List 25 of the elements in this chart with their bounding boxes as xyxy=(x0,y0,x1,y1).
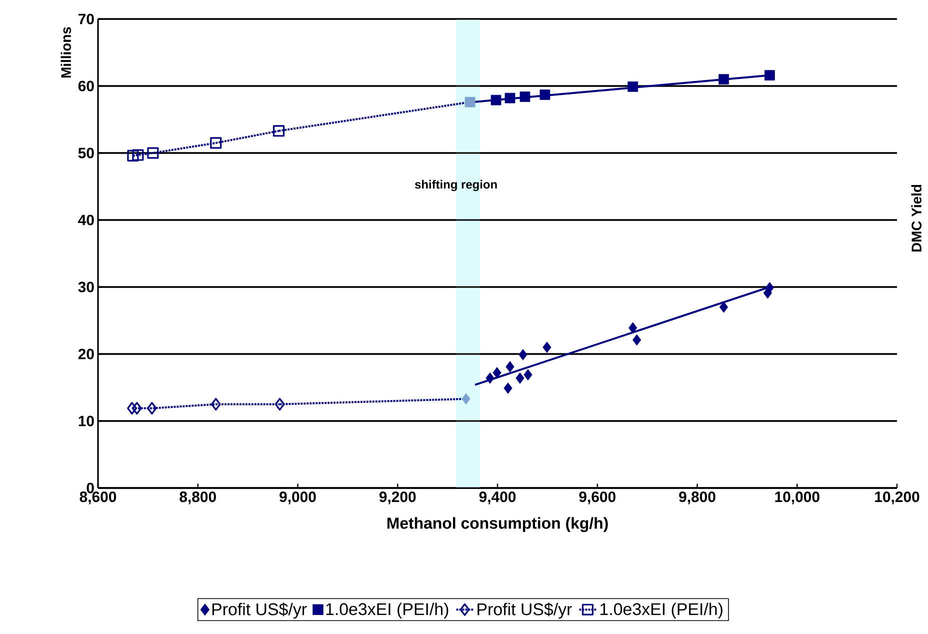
y-tick-label: 40 xyxy=(78,214,94,226)
x-tick-label: 9,200 xyxy=(379,492,416,504)
y-tick-label: 10 xyxy=(78,416,94,426)
band-label: shifting region xyxy=(414,180,497,192)
y-tick-label: 0 xyxy=(86,482,94,494)
x-tick-label: 8,600 xyxy=(80,492,116,504)
x-tick-label: 9,400 xyxy=(479,492,516,504)
legend-label: Profit US$/yr xyxy=(478,602,572,619)
y2-axis-title: DMC Yield xyxy=(911,184,922,252)
y-tick-label: 60 xyxy=(78,80,94,92)
x-tick-label: 10,200 xyxy=(875,492,920,504)
legend-label: Profit US$/yr xyxy=(212,602,307,619)
x-tick-label: 9,000 xyxy=(280,492,316,504)
y-tick-label: 50 xyxy=(78,148,94,158)
y-tick-label: 30 xyxy=(78,282,94,292)
y-axis-title: Millions xyxy=(60,27,72,78)
x-tick-label: 8,800 xyxy=(180,492,216,504)
x-axis-title: Methanol consumption (kg/h) xyxy=(387,517,608,532)
x-tick-label: 9,600 xyxy=(579,492,616,504)
x-tick-label: 9,800 xyxy=(679,492,716,504)
legend-label: 1.0e3xEI (PEI/h) xyxy=(600,602,722,619)
x-tick-label: 10,000 xyxy=(775,492,820,504)
y-tick-label: 70 xyxy=(78,14,94,24)
y-tick-label: 20 xyxy=(78,348,94,360)
legend-label: 1.0e3xEI (PEI/h) xyxy=(326,602,448,619)
